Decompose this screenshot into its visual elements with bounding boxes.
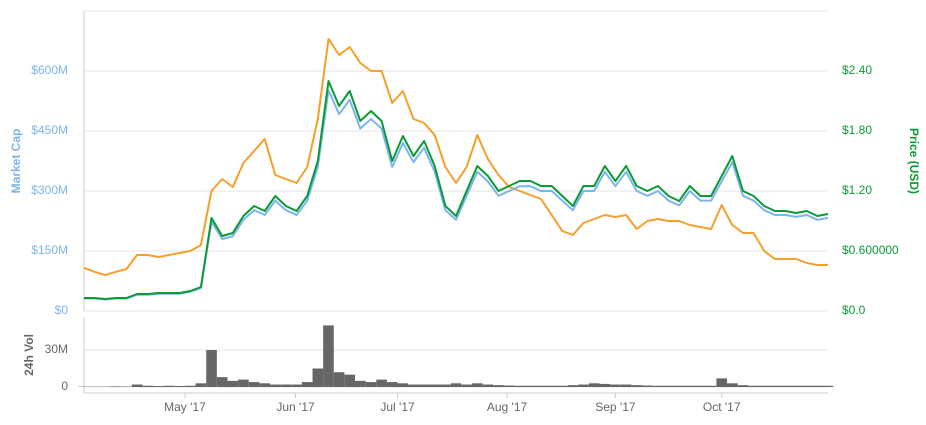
y2-tick-label: $1.20 [842, 183, 872, 197]
volume-bar [110, 386, 122, 387]
y2-tick-label: $1.80 [842, 123, 872, 137]
volume-bar [556, 385, 568, 387]
volume-bar [567, 385, 579, 387]
y-tick-label: $150M [31, 243, 68, 257]
x-tick-label: Oct '17 [703, 400, 741, 414]
volume-bar [461, 384, 472, 387]
volume-bar [588, 383, 600, 387]
volume-bar [822, 385, 834, 387]
volume-bar [301, 382, 313, 387]
volume-bar [355, 380, 366, 387]
volume-bar [344, 374, 356, 387]
volume-bar [652, 385, 664, 387]
volume-bar [695, 385, 706, 387]
volume-bar [684, 385, 696, 387]
volume-bar [578, 384, 589, 387]
volume-bar [790, 385, 802, 387]
volume-bar [514, 385, 526, 387]
volume-bar [705, 385, 717, 387]
y-axis-title: Market Cap [9, 129, 23, 194]
volume-bar [270, 384, 281, 387]
volume-bar [525, 385, 536, 387]
volume-bar [769, 385, 781, 387]
volume-bar [386, 382, 398, 387]
volume-bar [184, 385, 196, 387]
volume-bar [248, 382, 260, 387]
y-axis-title: 24h Vol [22, 334, 36, 376]
y-tick-label: 30M [45, 342, 68, 356]
volume-bar [535, 385, 547, 387]
y2-tick-label: $2.40 [842, 63, 872, 77]
volume-bar [227, 380, 239, 387]
volume-bar [599, 383, 611, 387]
volume-bar [291, 384, 302, 387]
volume-bar [663, 385, 674, 387]
volume-bar [737, 385, 749, 387]
y-tick-label: $450M [31, 123, 68, 137]
volume-bar [440, 384, 451, 387]
volume-bar [397, 383, 409, 387]
volume-bar [429, 384, 441, 387]
y-tick-label: 0 [61, 379, 68, 393]
y-tick-label: $600M [31, 63, 68, 77]
volume-bar [163, 385, 175, 387]
volume-bar [376, 379, 387, 387]
volume-bar [727, 383, 738, 387]
volume-bar [280, 384, 292, 387]
volume-bar [631, 385, 642, 387]
y2-axis-title: Price (USD) [907, 128, 921, 194]
x-tick-label: Aug '17 [487, 400, 528, 414]
volume-bar [642, 385, 653, 387]
volume-bar [620, 384, 632, 387]
volume-bar [312, 368, 324, 387]
volume-bar [450, 383, 462, 387]
y2-tick-label: $0.600000 [842, 243, 899, 257]
volume-bar [546, 385, 557, 387]
volume-bar [610, 384, 621, 387]
volume-bar [323, 325, 334, 387]
x-tick-label: May '17 [164, 400, 206, 414]
volume-bar [333, 372, 345, 387]
x-tick-label: Sep '17 [595, 400, 636, 414]
volume-bar [758, 385, 770, 387]
volume-bar [801, 385, 813, 387]
volume-bar [238, 379, 249, 387]
volume-bar [673, 385, 685, 387]
volume-bar [493, 385, 504, 387]
volume-bar [716, 378, 728, 387]
volume-bar [780, 385, 791, 387]
volume-bar [471, 383, 483, 387]
volume-bar [482, 384, 494, 387]
series-line [84, 89, 829, 301]
volume-bar [812, 385, 823, 387]
series-line [84, 80, 829, 300]
volume-bar [153, 386, 164, 387]
y2-tick-label: $0.0 [842, 303, 866, 317]
volume-bar [365, 382, 377, 387]
volume-bar [216, 377, 228, 387]
x-tick-label: Jul '17 [380, 400, 415, 414]
volume-bar [131, 384, 143, 387]
volume-bar [195, 383, 207, 387]
y-tick-label: $0 [55, 303, 69, 317]
volume-bar [408, 384, 419, 387]
volume-bar [259, 383, 270, 387]
volume-bar [748, 385, 759, 387]
volume-bar [503, 385, 515, 387]
volume-bar [174, 386, 185, 387]
y-tick-label: $300M [31, 183, 68, 197]
volume-bar [142, 385, 154, 387]
volume-bar [418, 384, 430, 387]
series-line [83, 38, 828, 276]
volume-bar [206, 350, 217, 387]
x-tick-label: Jun '17 [276, 400, 315, 414]
